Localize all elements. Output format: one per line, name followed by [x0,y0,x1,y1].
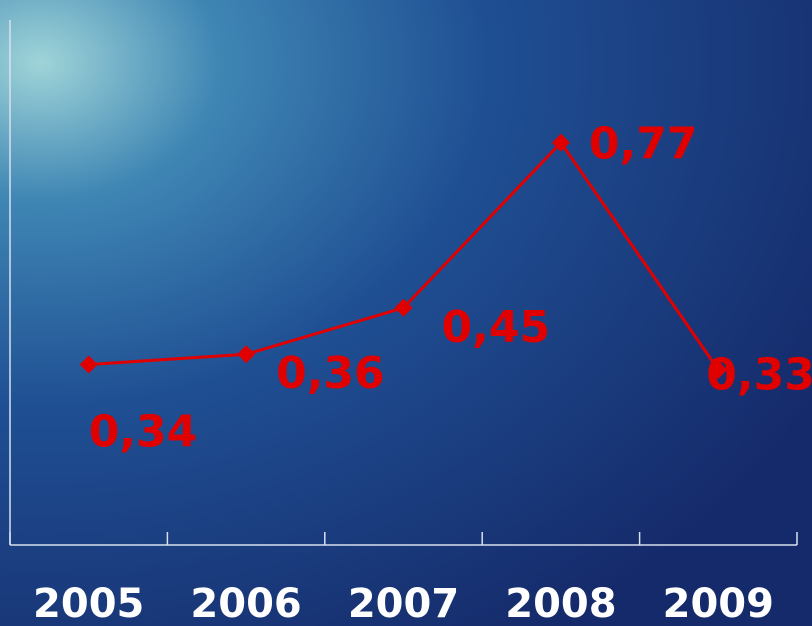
data-label: 0,36 [276,348,385,399]
data-label: 0,34 [89,407,198,458]
x-tick-label: 2006 [190,581,301,626]
marker [551,133,570,152]
marker [709,360,728,379]
data-label: 0,33 [706,350,812,401]
data-label: 0,77 [589,119,698,170]
x-tick-label: 2009 [663,581,774,626]
marker [79,355,98,374]
x-tick-label: 2007 [348,581,459,626]
marker [237,345,256,364]
marker [394,298,413,317]
data-label: 0,45 [442,302,551,353]
x-tick-label: 2005 [33,581,144,626]
x-tick-label: 2008 [505,581,616,626]
